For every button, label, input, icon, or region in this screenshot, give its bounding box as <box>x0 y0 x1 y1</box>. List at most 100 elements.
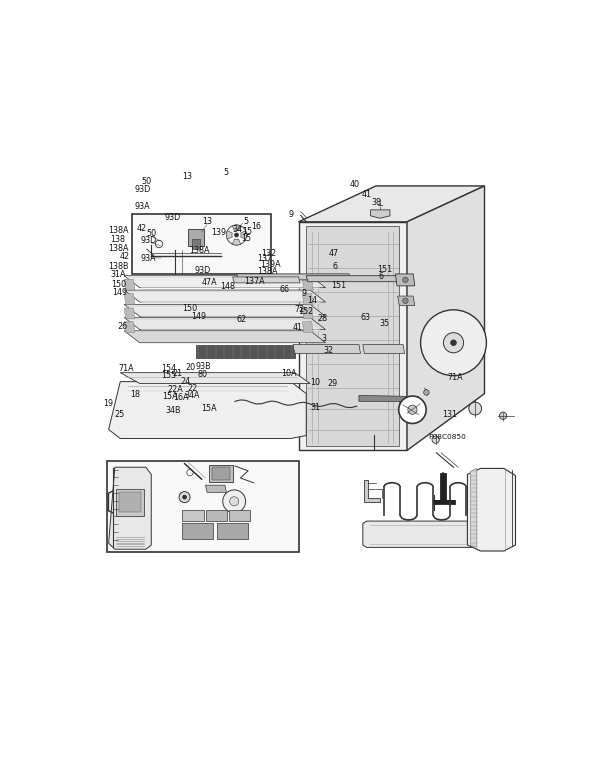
Text: 6: 6 <box>379 273 384 281</box>
Text: 138A: 138A <box>109 226 129 235</box>
Polygon shape <box>124 318 326 329</box>
Circle shape <box>432 436 440 443</box>
Text: 93D: 93D <box>140 237 156 245</box>
Polygon shape <box>109 468 151 549</box>
Text: 71A: 71A <box>118 364 134 373</box>
Bar <box>188 229 204 246</box>
Polygon shape <box>395 274 415 286</box>
Text: 131: 131 <box>442 410 457 419</box>
Polygon shape <box>124 290 326 302</box>
Text: 138: 138 <box>110 235 125 244</box>
Text: 15: 15 <box>241 234 252 243</box>
Polygon shape <box>302 293 313 304</box>
Polygon shape <box>398 296 415 306</box>
Bar <box>132 214 271 274</box>
Text: 132: 132 <box>261 249 276 257</box>
Polygon shape <box>124 293 135 304</box>
Polygon shape <box>407 186 484 451</box>
Text: 35: 35 <box>379 319 390 328</box>
Polygon shape <box>302 322 313 332</box>
Text: P08C0850: P08C0850 <box>428 434 466 440</box>
Text: 22: 22 <box>188 384 198 393</box>
Circle shape <box>500 412 507 419</box>
Text: 93D: 93D <box>165 213 181 222</box>
Text: 42: 42 <box>136 224 146 233</box>
Text: 18: 18 <box>130 390 140 400</box>
Text: 34A: 34A <box>184 391 199 400</box>
Circle shape <box>399 396 426 423</box>
Text: 31: 31 <box>310 403 320 413</box>
Text: 20: 20 <box>186 363 196 372</box>
Text: 31A: 31A <box>111 270 126 279</box>
Text: 32: 32 <box>324 345 334 354</box>
Polygon shape <box>109 382 306 439</box>
Text: 93A: 93A <box>140 254 156 264</box>
Text: 151: 151 <box>377 264 392 274</box>
Circle shape <box>223 490 245 513</box>
Text: 50: 50 <box>146 229 156 238</box>
Text: 38: 38 <box>372 199 382 207</box>
Polygon shape <box>302 308 313 319</box>
Circle shape <box>179 492 190 503</box>
Circle shape <box>230 497 239 506</box>
Circle shape <box>408 405 417 414</box>
Text: 148: 148 <box>220 282 235 290</box>
Text: 150: 150 <box>111 280 126 289</box>
Bar <box>192 239 200 249</box>
Text: 15A: 15A <box>162 392 178 401</box>
Bar <box>212 468 230 481</box>
Polygon shape <box>232 225 241 231</box>
Text: 150: 150 <box>182 303 198 312</box>
Polygon shape <box>241 231 247 239</box>
Text: 152: 152 <box>299 307 314 316</box>
Text: 93D: 93D <box>194 267 211 275</box>
Text: 34B: 34B <box>166 406 181 415</box>
Text: 9: 9 <box>301 289 307 298</box>
Bar <box>116 490 143 516</box>
Circle shape <box>421 310 486 376</box>
Text: 40: 40 <box>350 180 360 189</box>
Polygon shape <box>371 210 390 219</box>
Text: 138A: 138A <box>189 246 209 255</box>
Text: 93D: 93D <box>134 185 150 194</box>
Text: 24: 24 <box>181 377 191 386</box>
Polygon shape <box>124 276 326 288</box>
Polygon shape <box>124 304 326 316</box>
Polygon shape <box>128 292 322 304</box>
Polygon shape <box>363 345 405 354</box>
Text: 149: 149 <box>112 288 127 297</box>
Text: 34: 34 <box>232 225 242 234</box>
Circle shape <box>403 277 408 283</box>
Polygon shape <box>306 276 399 282</box>
Text: 154: 154 <box>161 364 176 373</box>
Bar <box>74 157 531 164</box>
Text: 41: 41 <box>293 323 303 332</box>
Text: 14: 14 <box>307 296 317 306</box>
Text: 93B: 93B <box>196 362 211 371</box>
Text: 3: 3 <box>322 334 327 343</box>
Text: 16A: 16A <box>173 393 188 402</box>
Bar <box>205 510 227 521</box>
Text: 47A: 47A <box>201 278 217 287</box>
Bar <box>306 226 399 446</box>
Bar <box>119 492 141 512</box>
Text: 93A: 93A <box>135 202 150 211</box>
Text: 149: 149 <box>192 312 206 321</box>
Polygon shape <box>232 277 300 283</box>
Text: 71A: 71A <box>447 373 463 382</box>
Text: 29: 29 <box>327 379 337 387</box>
Text: 47: 47 <box>329 249 339 257</box>
Polygon shape <box>471 468 477 548</box>
Polygon shape <box>124 331 326 343</box>
Circle shape <box>183 495 186 499</box>
Text: 50: 50 <box>141 177 151 186</box>
Polygon shape <box>467 468 516 551</box>
Polygon shape <box>128 306 322 318</box>
Text: 19: 19 <box>103 399 113 408</box>
Bar <box>107 461 299 552</box>
Text: 9: 9 <box>289 210 293 219</box>
Circle shape <box>469 402 481 415</box>
Bar <box>229 510 250 521</box>
Polygon shape <box>363 521 492 548</box>
Text: 13: 13 <box>182 172 192 181</box>
